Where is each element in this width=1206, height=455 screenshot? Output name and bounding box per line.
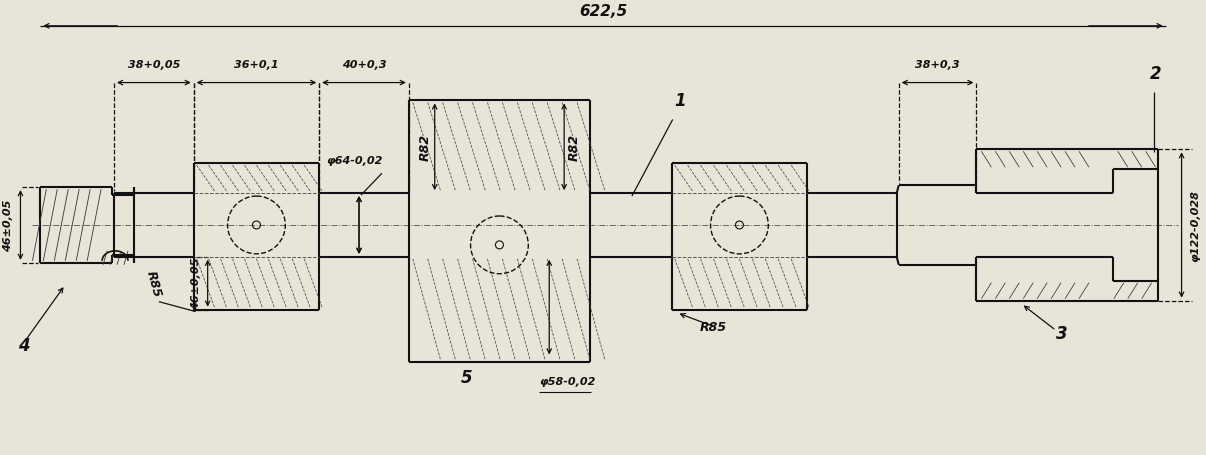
Text: R82: R82 <box>568 134 580 161</box>
Text: 36+0,1: 36+0,1 <box>234 60 279 70</box>
Text: 2: 2 <box>1149 65 1161 82</box>
Text: 46±0,05: 46±0,05 <box>191 258 200 310</box>
Text: 38+0,3: 38+0,3 <box>915 60 960 70</box>
Text: 46±0,05: 46±0,05 <box>4 199 13 252</box>
Text: φ64-0,02: φ64-0,02 <box>326 156 382 166</box>
Text: 622,5: 622,5 <box>579 4 627 19</box>
Text: 3: 3 <box>1056 325 1067 343</box>
Text: φ58-0,02: φ58-0,02 <box>539 376 596 386</box>
Text: 4: 4 <box>18 337 30 354</box>
Text: R85: R85 <box>144 268 164 298</box>
Text: R82: R82 <box>418 134 432 161</box>
Text: 1: 1 <box>674 92 686 110</box>
Text: 38+0,05: 38+0,05 <box>128 60 180 70</box>
Text: R85: R85 <box>699 320 727 333</box>
Text: 5: 5 <box>461 369 473 386</box>
Text: φ122-0,028: φ122-0,028 <box>1190 190 1200 261</box>
Text: 40+0,3: 40+0,3 <box>341 60 386 70</box>
